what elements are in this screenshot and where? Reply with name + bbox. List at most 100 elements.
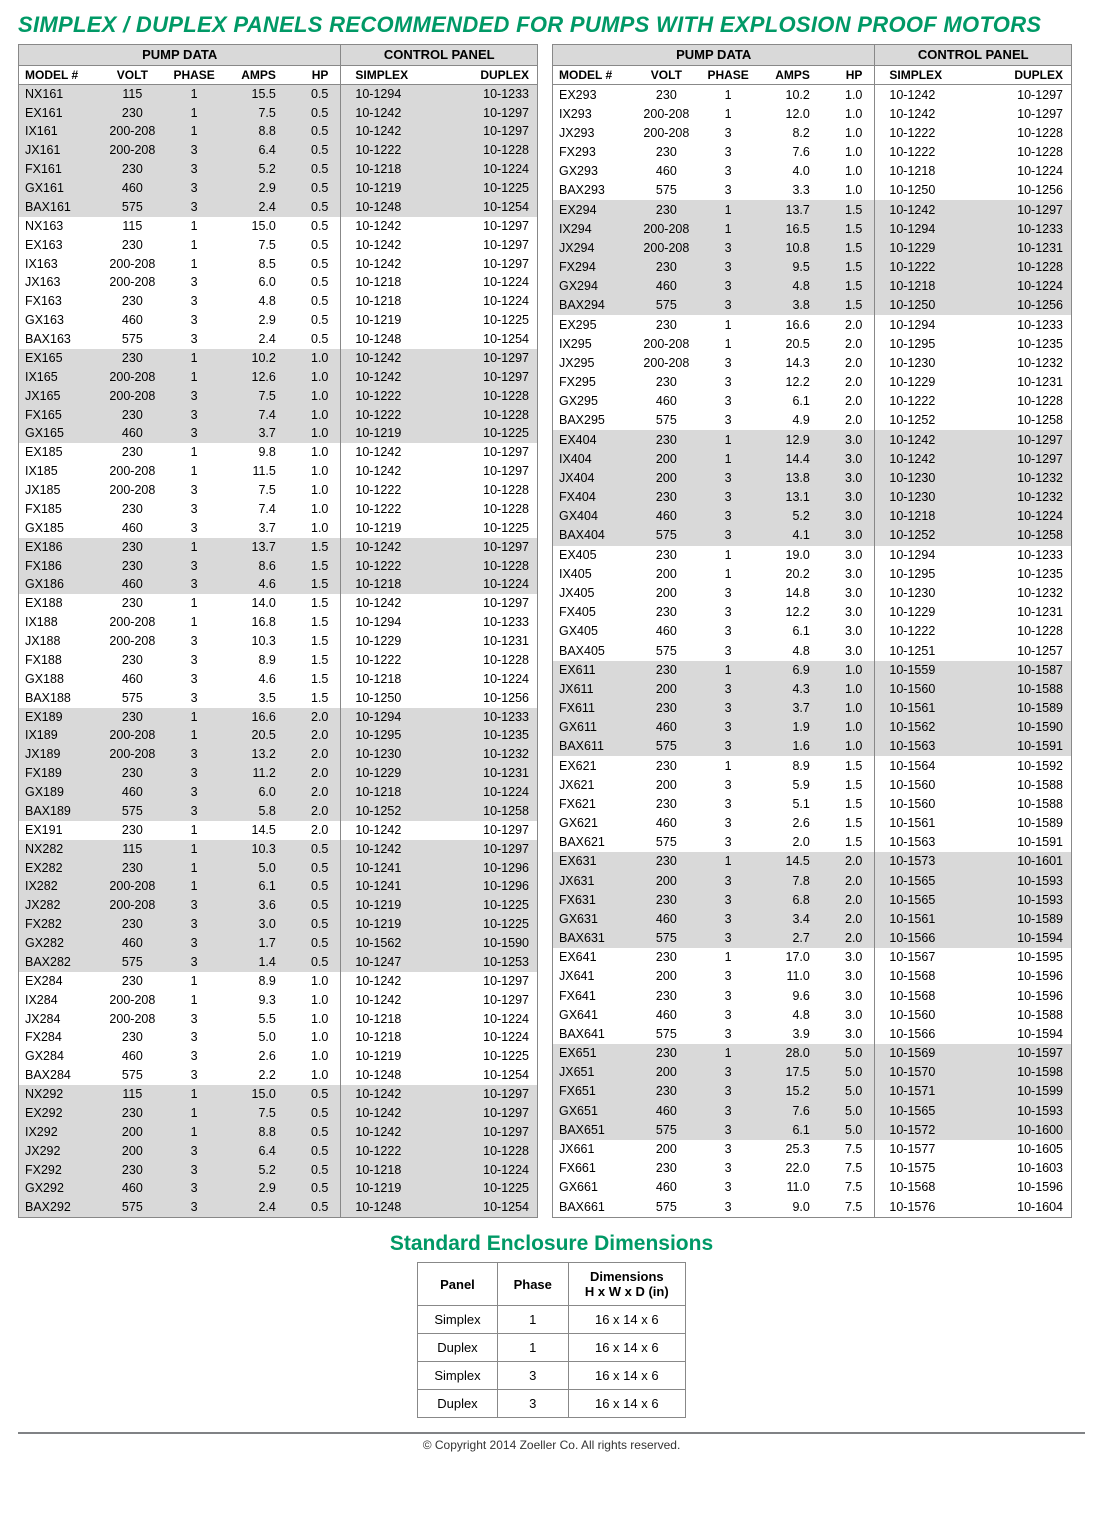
cell-model: JX165: [19, 387, 100, 406]
table-row: JX185200-20837.51.010-122210-1228: [19, 481, 538, 500]
cell-phase: 3: [165, 179, 222, 198]
cell-hp: 1.0: [820, 85, 875, 105]
cell-duplex: 10-1258: [981, 526, 1072, 545]
cell-hp: 2.0: [820, 411, 875, 430]
cell-volt: 200: [99, 1123, 165, 1142]
table-row: JX163200-20836.00.510-121810-1224: [19, 273, 538, 292]
cell-volt: 200: [633, 776, 699, 795]
cell-hp: 2.0: [286, 802, 341, 821]
cell-hp: 5.0: [820, 1063, 875, 1082]
cell-volt: 115: [99, 217, 165, 236]
cell-model: GX292: [19, 1179, 100, 1198]
cell-model: BAX631: [553, 929, 634, 948]
cell-duplex: 10-1224: [447, 160, 538, 179]
cell-model: BAX651: [553, 1121, 634, 1140]
cell-amps: 3.6: [223, 896, 286, 915]
cell-simplex: 10-1248: [341, 330, 447, 349]
table-row: EX28423018.91.010-124210-1297: [19, 972, 538, 991]
cell-volt: 230: [633, 200, 699, 219]
cell-duplex: 10-1224: [447, 670, 538, 689]
cell-duplex: 10-1228: [447, 651, 538, 670]
table-row: GX28246031.70.510-156210-1590: [19, 934, 538, 953]
cell-simplex: 10-1229: [875, 603, 981, 622]
cell-simplex: 10-1222: [875, 392, 981, 411]
table-row: GX40546036.13.010-122210-1228: [553, 622, 1072, 641]
cell-simplex: 10-1222: [875, 258, 981, 277]
cell-hp: 1.0: [286, 387, 341, 406]
cell-duplex: 10-1228: [447, 557, 538, 576]
cell-simplex: 10-1242: [341, 255, 447, 274]
cell-volt: 200-208: [99, 481, 165, 500]
cell-volt: 200-208: [99, 745, 165, 764]
cell-phase: 3: [699, 1159, 756, 1178]
cell-hp: 2.0: [820, 910, 875, 929]
cell-amps: 9.0: [757, 1197, 820, 1217]
cell-model: BAX295: [553, 411, 634, 430]
cell-simplex: 10-1219: [341, 519, 447, 538]
table-row: FX651230315.25.010-157110-1599: [553, 1082, 1072, 1101]
cell-volt: 200: [633, 565, 699, 584]
table-row: EX62123018.91.510-156410-1592: [553, 756, 1072, 775]
cell-hp: 1.0: [286, 1010, 341, 1029]
cell-phase: 1: [165, 368, 222, 387]
cell-duplex: 10-1228: [447, 387, 538, 406]
cell-hp: 3.0: [820, 1006, 875, 1025]
cell-amps: 8.6: [223, 557, 286, 576]
cell-model: FX651: [553, 1082, 634, 1101]
cell-hp: 1.0: [286, 481, 341, 500]
cell-amps: 14.4: [757, 450, 820, 469]
cell-hp: 0.5: [286, 236, 341, 255]
cell-model: FX621: [553, 795, 634, 814]
cell-phase: 3: [699, 373, 756, 392]
cell-volt: 200-208: [633, 124, 699, 143]
cell-amps: 13.2: [223, 745, 286, 764]
cell-phase: 1: [165, 255, 222, 274]
cell-hp: 1.0: [820, 181, 875, 200]
cell-duplex: 10-1231: [981, 239, 1072, 258]
cell-duplex: 10-1601: [981, 852, 1072, 871]
cell-amps: 6.1: [757, 1121, 820, 1140]
cell-volt: 200: [99, 1142, 165, 1161]
cell-volt: 230: [633, 795, 699, 814]
table-row: EX293230110.21.010-124210-1297: [553, 85, 1072, 105]
cell-duplex: 10-1224: [447, 575, 538, 594]
cell-duplex: 10-1596: [981, 967, 1072, 986]
table-row: BAX18957535.82.010-125210-1258: [19, 802, 538, 821]
cell-amps: 14.3: [757, 354, 820, 373]
cell-amps: 9.8: [223, 443, 286, 462]
table-row: EX29223017.50.510-124210-1297: [19, 1104, 538, 1123]
table-row: IX189200-208120.52.010-129510-1235: [19, 726, 538, 745]
cell-simplex: 10-1229: [341, 632, 447, 651]
cell-amps: 3.3: [757, 181, 820, 200]
cell-duplex: 10-1224: [447, 1028, 538, 1047]
table-row: BAX16357532.40.510-124810-1254: [19, 330, 538, 349]
cell-simplex: 10-1242: [875, 430, 981, 449]
cell-simplex: 10-1560: [875, 776, 981, 795]
cell-duplex: 10-1297: [447, 104, 538, 123]
cell-volt: 230: [633, 1159, 699, 1178]
cell-phase: 3: [699, 1006, 756, 1025]
cell-duplex: 10-1231: [981, 373, 1072, 392]
cell-amps: 20.2: [757, 565, 820, 584]
cell-amps: 8.5: [223, 255, 286, 274]
cell-hp: 1.5: [286, 613, 341, 632]
cell-simplex: 10-1566: [875, 1025, 981, 1044]
cell-phase: 3: [699, 1178, 756, 1197]
cell-duplex: 10-1297: [447, 255, 538, 274]
table-row: FX18623038.61.510-122210-1228: [19, 557, 538, 576]
cell-duplex: 10-1297: [447, 821, 538, 840]
cell-volt: 200: [633, 871, 699, 890]
cell-amps: 3.4: [757, 910, 820, 929]
cell-amps: 9.6: [757, 986, 820, 1005]
cell-model: BAX282: [19, 953, 100, 972]
cell-model: JX661: [553, 1140, 634, 1159]
cell-model: EX165: [19, 349, 100, 368]
cell-duplex: 10-1297: [447, 217, 538, 236]
cell-volt: 575: [633, 411, 699, 430]
cell-volt: 200-208: [99, 122, 165, 141]
cell-phase: 1: [699, 220, 756, 239]
cell-volt: 230: [633, 143, 699, 162]
cell-model: FX284: [19, 1028, 100, 1047]
cell-volt: 200-208: [633, 335, 699, 354]
cell-phase: 1: [165, 726, 222, 745]
